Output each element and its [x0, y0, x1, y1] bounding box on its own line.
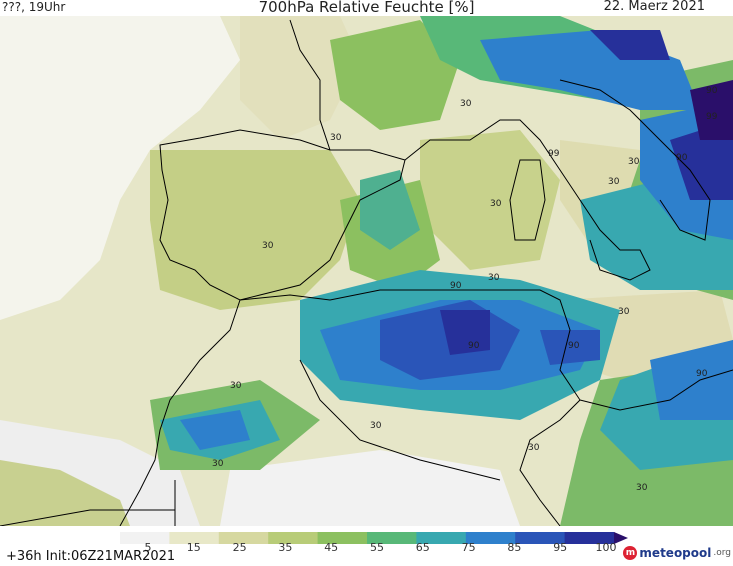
contour-label: 90	[568, 341, 580, 351]
colorbar-tick-label: 15	[186, 541, 201, 554]
contour-label: 30	[636, 483, 648, 493]
colorbar-tick-label: 55	[370, 541, 384, 554]
contour-labels: 30 30 30 30 30 30 30 30 30 30 30 30 30 9…	[212, 86, 718, 493]
contour-label: 99	[548, 149, 560, 159]
contour-label: 90	[676, 153, 688, 163]
colorbar-tick-label: 45	[324, 541, 339, 554]
contour-label: 90	[696, 369, 708, 379]
colorbar-tick-label: 35	[278, 541, 293, 554]
colorbar-segment	[416, 532, 467, 544]
map-header: ???, 19Uhr 700hPa Relative Feuchte [%] 2…	[0, 0, 733, 16]
contour-label: 30	[618, 307, 630, 317]
contour-label: 30	[212, 459, 224, 469]
contour-label: 30	[528, 443, 540, 453]
colorbar-segment	[268, 532, 319, 544]
contour-label: 30	[608, 177, 620, 187]
contour-label: 30	[628, 157, 640, 167]
contour-label: 90	[468, 341, 480, 351]
colorbar-segment	[367, 532, 417, 544]
colorbar-tick-label: 95	[553, 541, 568, 554]
colorbar-tick-label: 100	[595, 541, 617, 554]
colorbar-gradient	[120, 532, 628, 544]
logo-text: meteopool	[639, 546, 712, 560]
contour-label: 90	[450, 281, 462, 291]
forecast-info: +36h Init:06Z21MAR2021	[6, 549, 176, 564]
humidity-map: 30 30 30 30 30 30 30 30 30 30 30 30 30 9…	[0, 16, 733, 526]
colorbar-tick-label: 5	[144, 541, 152, 554]
contour-label: 30	[460, 99, 472, 109]
contour-label: 30	[488, 273, 500, 283]
contour-label: 30	[262, 241, 274, 251]
colorbar-segment	[317, 532, 368, 544]
colorbar-tick-label: 85	[507, 541, 522, 554]
contour-label: 99	[706, 112, 718, 122]
colorbar-segment	[120, 532, 170, 544]
contour-label: 90	[706, 86, 718, 96]
contour-label: 30	[330, 133, 342, 143]
colorbar-max-arrow	[614, 532, 628, 544]
colorbar-tick-label: 25	[232, 541, 247, 554]
colorbar-segment	[465, 532, 516, 544]
colorbar-tick-label: 75	[461, 541, 476, 554]
colorbar	[120, 529, 628, 544]
meteopool-logo[interactable]: m meteopool .org	[623, 546, 731, 560]
colorbar-segment	[218, 532, 269, 544]
colorbar-tick-label: 65	[415, 541, 430, 554]
colorbar-segment	[564, 532, 615, 544]
map-title: 700hPa Relative Feuchte [%]	[258, 0, 475, 16]
humidity-field: 30 30 30 30 30 30 30 30 30 30 30 30 30 9…	[0, 16, 733, 526]
colorbar-segment	[169, 532, 220, 544]
contour-label: 30	[370, 421, 382, 431]
logo-mark-icon: m	[623, 546, 638, 560]
contour-label: 30	[490, 199, 502, 209]
contour-label: 30	[230, 381, 242, 391]
valid-time-label: ???, 19Uhr	[2, 0, 66, 14]
map-date: 22. Maerz 2021	[603, 0, 705, 14]
colorbar-ticks: 5 15 25 35 45 55 65 75 85 95 100	[120, 541, 640, 555]
colorbar-segment	[515, 532, 566, 544]
logo-suffix: .org	[713, 548, 731, 558]
